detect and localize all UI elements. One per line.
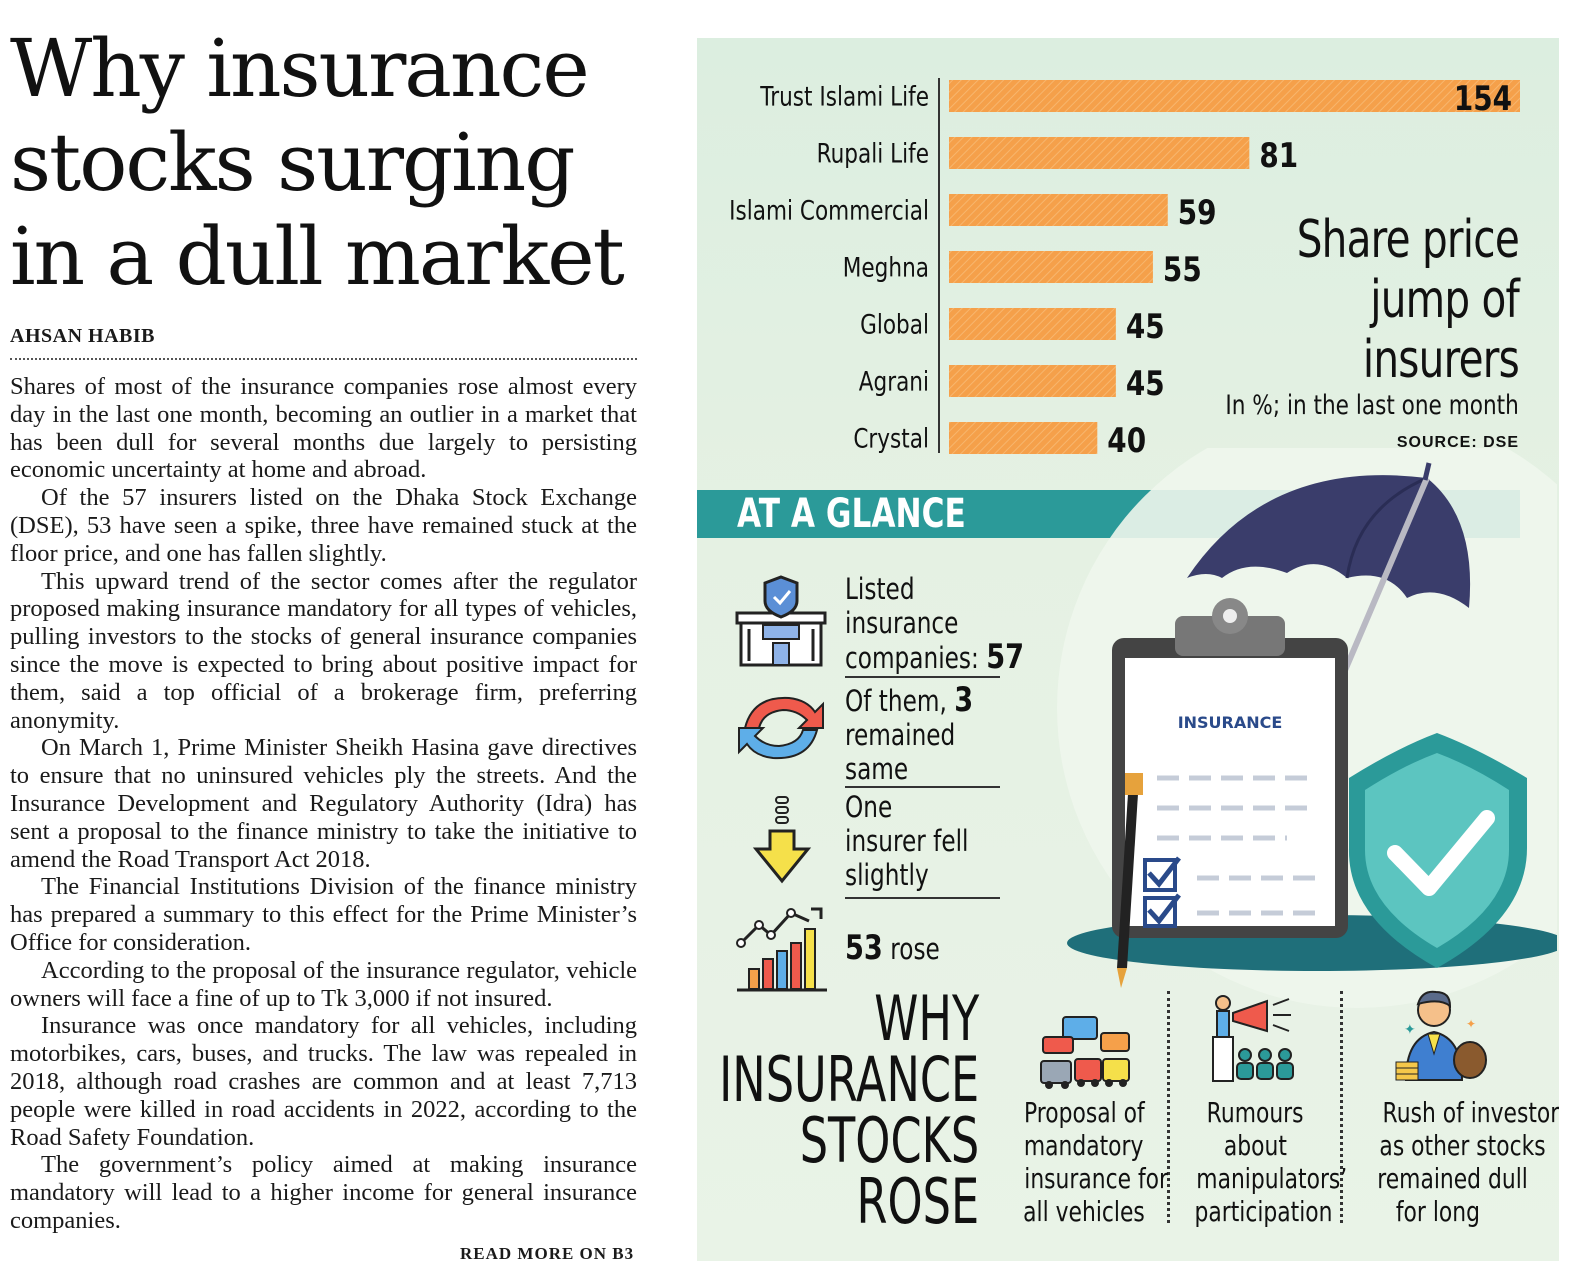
article-paragraph: Of the 57 insurers listed on the Dhaka S… [10, 484, 637, 567]
share-price-bar-chart: Trust Islami Life 154 Rupali Life 81 Islami … [729, 78, 1520, 461]
bar-category-label: Islami Commercial [729, 194, 929, 226]
traffic-vehicles-icon [1040, 1016, 1130, 1089]
byline-divider [10, 358, 637, 360]
why-title: WHY INSURANCE STOCKS ROSE [718, 982, 979, 1238]
insurance-illustration: INSURANCE [1057, 448, 1557, 1008]
stat-label: rose [890, 932, 940, 966]
article-paragraph: This upward trend of the sector comes af… [10, 567, 637, 734]
bar [949, 422, 1098, 454]
reason-item: Proposal of mandatory insurance for all … [1004, 1096, 1168, 1228]
stat-line: One [845, 790, 893, 824]
reason-line: remained dull [1377, 1162, 1528, 1195]
stat-divider [845, 897, 1000, 899]
article-paragraph: The government’s policy aimed at making … [10, 1151, 637, 1234]
bar-category-label: Meghna [843, 251, 929, 283]
bar-category-label: Crystal [853, 422, 929, 454]
article-body: Shares of most of the insurance companie… [10, 373, 637, 1235]
stat-line: Listed [845, 572, 915, 606]
byline: AHSAN HABIB [10, 325, 155, 347]
bar-value-label: 45 [1126, 364, 1165, 403]
stat-listed: Listed insurance companies: 57 [845, 572, 1024, 675]
pen-icon [1117, 773, 1143, 988]
clipboard-label: INSURANCE [1178, 713, 1283, 732]
glance-title: AT A GLANCE [737, 491, 966, 537]
why-title-line: INSURANCE [718, 1043, 979, 1116]
stat-value: 3 [954, 680, 974, 720]
reason-separator [1167, 991, 1170, 1223]
reason-line: about [1223, 1129, 1287, 1162]
stat-line: companies: 57 [845, 640, 1024, 675]
article-paragraph: Shares of most of the insurance companie… [10, 373, 637, 484]
reason-line: Proposal of [1023, 1096, 1145, 1129]
reason-line: participation [1194, 1195, 1333, 1228]
chart-subtitle: In %; in the last one month [1225, 390, 1519, 421]
headline: Why insurance stocks surging in a dull m… [10, 22, 625, 303]
bar-category-label: Global [860, 308, 929, 340]
stat-rose: 53 rose [845, 931, 940, 966]
svg-text:✦: ✦ [1404, 1022, 1416, 1038]
stat-line: slightly [845, 858, 929, 892]
bar [949, 194, 1168, 226]
reason-line: mandatory [1024, 1129, 1144, 1162]
article-paragraph: On March 1, Prime Minister Sheikh Hasina… [10, 734, 637, 873]
stat-label: companies: [845, 641, 979, 675]
stat-label: Of them, [845, 684, 947, 718]
stat-line: Of them, 3 [845, 683, 973, 718]
bar-value-label: 59 [1178, 193, 1217, 232]
bar-value-label: 154 [1454, 79, 1512, 118]
bar-category-label: Agrani [859, 365, 929, 397]
glance-banner-left [697, 490, 1104, 538]
megaphone-crowd-icon [1212, 995, 1294, 1082]
reason-line: Rumours [1206, 1096, 1304, 1129]
stat-line: remained [845, 718, 956, 752]
refresh-arrows-icon [738, 696, 824, 760]
why-title-line: WHY [874, 982, 979, 1055]
down-arrow-icon [752, 796, 812, 884]
bar [949, 308, 1116, 340]
stat-value: 57 [986, 637, 1025, 677]
bar [949, 251, 1153, 283]
stat-line: insurer fell [845, 824, 969, 858]
stat-fell: One insurer fell slightly [845, 790, 969, 892]
reason-separator [1340, 991, 1343, 1223]
bar-category-label: Trust Islami Life [759, 80, 929, 112]
reason-line: Rush of investors [1382, 1096, 1559, 1129]
chart-title: Share price jump of insurers [1296, 210, 1520, 390]
clipboard-icon: INSURANCE [1112, 598, 1348, 938]
reason-item: Rush of investors as other stocks remain… [1356, 1096, 1559, 1228]
growth-chart-icon [736, 907, 827, 992]
bar [949, 80, 1520, 112]
reason-line: for long [1395, 1195, 1481, 1228]
stat-line: insurance [845, 606, 959, 640]
bar-value-label: 45 [1126, 307, 1165, 346]
svg-text:✦: ✦ [1466, 1017, 1476, 1031]
reason-line: manipulators’ [1196, 1162, 1348, 1195]
infographic-panel: Trust Islami Life 154 Rupali Life 81 Islami … [697, 38, 1559, 1261]
reason-line: as other stocks [1379, 1129, 1546, 1162]
reason-line: insurance for [1024, 1162, 1169, 1195]
bar-category-label: Rupali Life [817, 137, 929, 169]
stat-divider [845, 786, 1000, 788]
shield-check-icon [1348, 733, 1527, 968]
stat-same: Of them, 3 remained same [845, 683, 973, 786]
why-title-line: STOCKS [799, 1104, 979, 1177]
bar-value-label: 81 [1259, 136, 1298, 175]
stat-divider [845, 676, 1000, 678]
reason-item: Rumours about manipulators’ participatio… [1175, 1096, 1347, 1228]
article-paragraph: The Financial Institutions Division of t… [10, 873, 637, 956]
read-more-link[interactable]: READ MORE ON B3 [460, 1244, 635, 1263]
bar [949, 365, 1116, 397]
bar-value-label: 40 [1107, 421, 1146, 460]
stat-value: 53 [845, 928, 883, 968]
stat-line: same [845, 752, 909, 786]
bar-value-label: 55 [1163, 250, 1202, 289]
insurance-building-icon [735, 575, 827, 667]
article-paragraph: Insurance was once mandatory for all veh… [10, 1012, 637, 1151]
chart-source: SOURCE: DSE [1396, 434, 1519, 451]
reason-line: all vehicles [1023, 1195, 1145, 1228]
bar [949, 137, 1250, 169]
article-paragraph: According to the proposal of the insuran… [10, 956, 637, 1012]
why-title-line: ROSE [856, 1165, 979, 1238]
investor-moneybag-icon: ✦ ✦ [1395, 990, 1487, 1081]
